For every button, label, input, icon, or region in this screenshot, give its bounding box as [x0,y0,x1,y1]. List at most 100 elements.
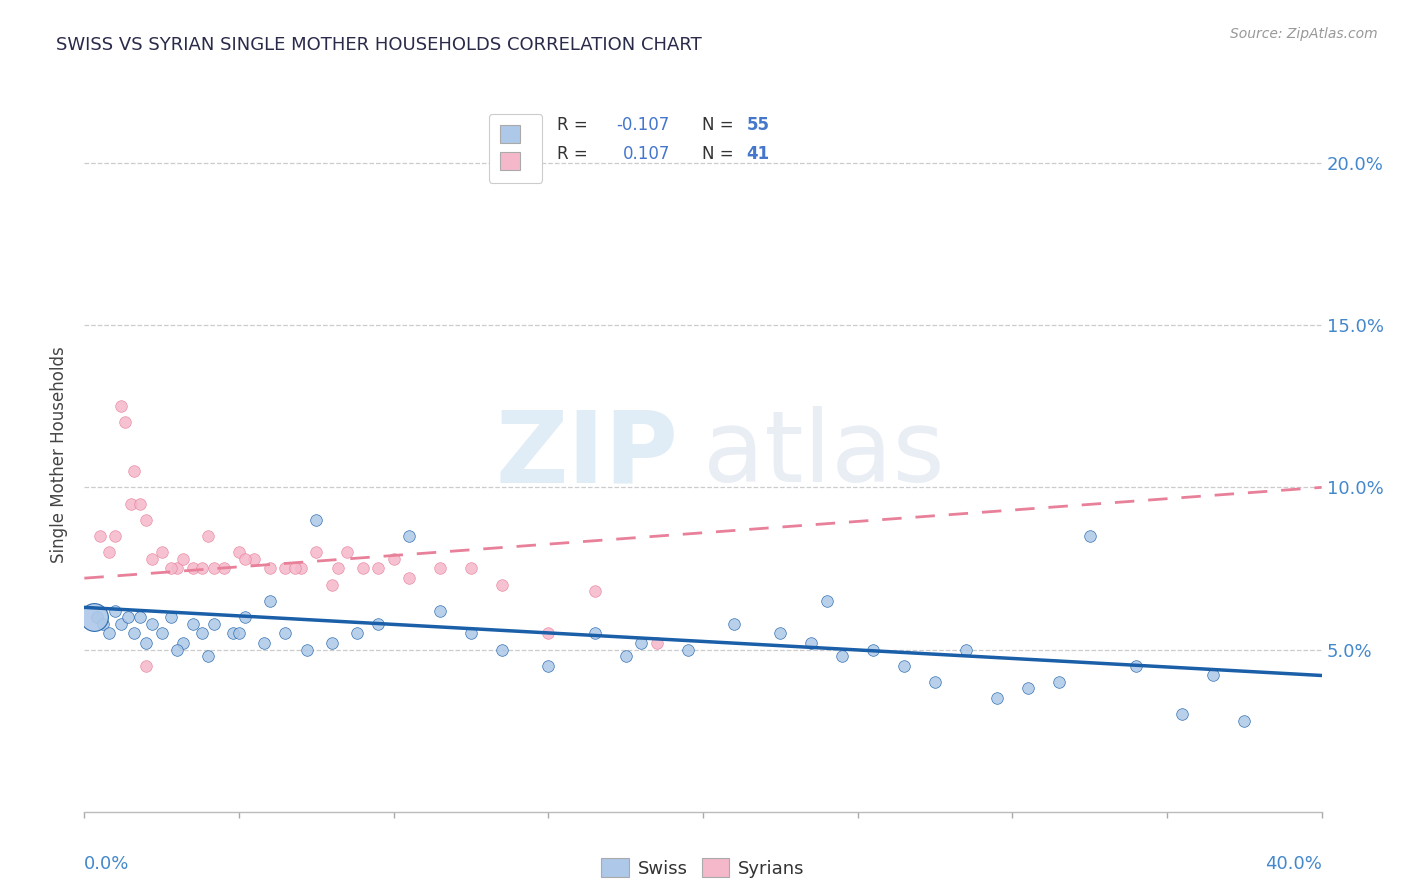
Point [212,561,235,575]
Point [122,464,145,478]
Point [253,636,276,650]
Point [274,561,297,575]
Text: 55: 55 [747,116,769,134]
Point [1171,707,1194,722]
Point [346,626,368,640]
Point [160,561,183,575]
Point [326,561,349,575]
Point [862,642,884,657]
Text: SWISS VS SYRIAN SINGLE MOTHER HOUSEHOLDS CORRELATION CHART: SWISS VS SYRIAN SINGLE MOTHER HOUSEHOLDS… [56,36,702,54]
Point [98,626,121,640]
Point [367,561,389,575]
Point [233,551,256,566]
Point [723,616,745,631]
Text: -0.107: -0.107 [616,116,669,134]
Text: 0.0%: 0.0% [84,855,129,872]
Point [172,551,194,566]
Point [1233,714,1256,728]
Point [150,626,173,640]
Point [191,561,214,575]
Point [181,616,204,631]
Point [141,616,163,631]
Text: atlas: atlas [703,407,945,503]
Text: 41: 41 [747,145,769,162]
Point [986,691,1008,706]
Point [305,513,328,527]
Point [398,571,420,585]
Point [924,675,946,690]
Point [191,626,214,640]
Point [1017,681,1039,696]
Point [893,658,915,673]
Point [160,610,183,624]
Text: Source: ZipAtlas.com: Source: ZipAtlas.com [1230,27,1378,41]
Text: R =: R = [557,145,593,162]
Point [197,648,219,663]
Point [86,610,108,624]
Point [460,626,482,640]
Point [537,658,560,673]
Point [243,551,266,566]
Point [614,648,637,663]
Point [122,626,145,640]
Point [491,642,513,657]
Point [769,626,792,640]
Point [1202,668,1225,682]
Point [233,610,256,624]
Point [228,545,250,559]
Point [135,636,157,650]
Text: 40.0%: 40.0% [1265,855,1322,872]
Point [120,497,142,511]
Point [583,626,606,640]
Point [321,636,343,650]
Point [135,658,157,673]
Point [181,561,204,575]
Point [284,561,307,575]
Point [352,561,374,575]
Point [222,626,245,640]
Text: 0.107: 0.107 [623,145,669,162]
Y-axis label: Single Mother Households: Single Mother Households [51,347,69,563]
Point [110,616,132,631]
Point [460,561,482,575]
Point [815,594,838,608]
Point [228,626,250,640]
Point [831,648,853,663]
Point [645,636,668,650]
Point [491,577,513,591]
Point [259,561,281,575]
Point [202,616,225,631]
Point [166,642,188,657]
Point [429,604,451,618]
Point [321,577,343,591]
Point [537,626,560,640]
Point [114,416,136,430]
Point [630,636,652,650]
Point [110,399,132,413]
Point [1078,529,1101,543]
Point [98,545,121,559]
Point [129,610,152,624]
Point [336,545,359,559]
Point [83,610,105,624]
Point [295,642,318,657]
Point [259,594,281,608]
Point [367,616,389,631]
Point [166,561,188,575]
Point [104,529,127,543]
Point [583,584,606,599]
Point [274,626,297,640]
Point [172,636,194,650]
Point [800,636,823,650]
Point [89,529,111,543]
Text: R =: R = [557,116,593,134]
Point [202,561,225,575]
Point [676,642,699,657]
Point [290,561,312,575]
Point [305,545,328,559]
Point [141,551,163,566]
Point [955,642,977,657]
Point [382,551,405,566]
Point [117,610,139,624]
Point [129,497,152,511]
